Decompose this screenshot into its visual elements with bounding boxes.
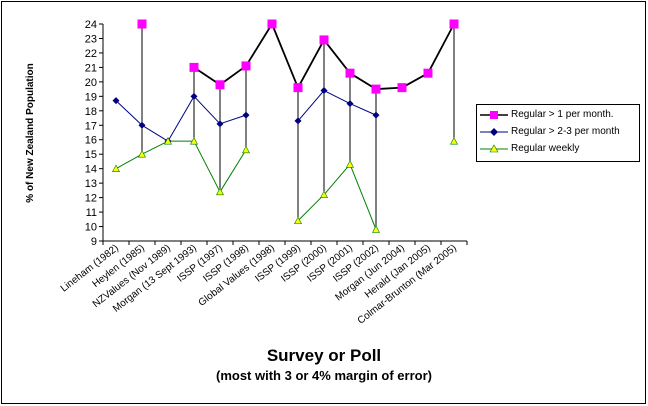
- series-2-segment: [167, 96, 195, 142]
- series-1-point: [241, 61, 251, 71]
- series-3-point: [293, 216, 303, 225]
- series-3-segment: [219, 149, 247, 193]
- series-2-segment: [323, 90, 351, 105]
- series-3-point: [163, 137, 173, 145]
- series-1-segment: [323, 39, 351, 74]
- series-2-point: [294, 117, 302, 125]
- legend: Regular > 1 per month. Regular > 2-3 per…: [476, 104, 640, 162]
- series-3-segment: [141, 140, 169, 155]
- series-3-segment: [349, 164, 377, 230]
- y-tick-label: 22: [85, 48, 97, 60]
- series-2-point: [346, 100, 354, 108]
- x-axis-subtitle: (most with 3 or 4% margin of error): [216, 368, 432, 383]
- series-2-segment: [297, 90, 325, 122]
- series-1-point: [371, 84, 381, 94]
- y-tick-label: 13: [85, 178, 97, 190]
- series-1-point: [345, 68, 355, 78]
- series-3-segment: [115, 153, 143, 170]
- series-1-point: [189, 62, 199, 72]
- y-tick-label: 9: [91, 236, 97, 248]
- series-2-segment: [219, 114, 247, 125]
- y-tick-label: 21: [85, 62, 97, 74]
- series-3-point: [449, 137, 459, 145]
- y-tick-label: 15: [85, 149, 97, 161]
- series-3-point: [215, 187, 225, 196]
- legend-label-1: Regular > 1 per month.: [511, 109, 614, 120]
- series-2-segment: [193, 95, 221, 125]
- series-1-segment: [427, 23, 455, 74]
- y-tick-label: 17: [85, 120, 97, 132]
- series-1-point: [423, 68, 433, 78]
- series-1-point: [319, 35, 329, 45]
- legend-item-1: Regular > 1 per month.: [477, 108, 637, 122]
- series-3-point: [241, 145, 251, 154]
- series-1-segment: [271, 23, 299, 88]
- legend-label-3: Regular weekly: [511, 143, 580, 154]
- series-3-segment: [297, 194, 325, 222]
- y-tick-label: 18: [85, 106, 97, 118]
- legend-item-2: Regular > 2-3 per month: [477, 125, 637, 139]
- y-axis-title: % of New Zealand Population: [25, 63, 36, 202]
- series-1-point: [137, 19, 147, 29]
- legend-swatch-square: [480, 111, 508, 119]
- series-3-segment: [323, 164, 351, 196]
- series-2-point: [320, 87, 328, 95]
- x-axis-title: Survey or Poll: [266, 346, 382, 365]
- y-tick-label: 16: [85, 135, 97, 147]
- series-3-point: [345, 160, 355, 168]
- series-2-point: [216, 120, 224, 128]
- series-1-point: [449, 19, 459, 29]
- y-tick-label: 24: [85, 19, 97, 31]
- series-2-segment: [349, 103, 377, 116]
- series-1-point: [267, 19, 277, 29]
- y-tick-label: 11: [86, 207, 97, 219]
- series-1-segment: [297, 39, 325, 89]
- series-2-segment: [141, 124, 169, 142]
- series-2-point: [372, 111, 380, 119]
- series-2-point: [190, 92, 198, 100]
- y-tick-label: 14: [85, 164, 97, 176]
- y-tick-label: 20: [85, 77, 97, 89]
- series-1-point: [215, 80, 225, 90]
- legend-swatch-diamond: [480, 128, 508, 136]
- legend-swatch-triangle: [480, 144, 508, 153]
- series-3-point: [111, 164, 121, 172]
- y-tick-label: 23: [85, 33, 97, 45]
- legend-item-3: Regular weekly: [477, 142, 637, 156]
- series-2-point: [112, 97, 120, 105]
- series-2-segment: [115, 100, 143, 126]
- series-1-point: [397, 83, 407, 93]
- series-3-point: [371, 225, 381, 233]
- series-1-point: [293, 83, 303, 93]
- series-3-point: [137, 150, 147, 158]
- series-3-segment: [193, 140, 221, 193]
- series-3-point: [189, 137, 199, 145]
- y-tick-label: 19: [85, 91, 97, 103]
- legend-label-2: Regular > 2-3 per month: [511, 126, 620, 137]
- series-2-point: [242, 111, 250, 119]
- y-tick-label: 10: [85, 222, 97, 234]
- series-2-point: [138, 121, 146, 129]
- series-1-segment: [245, 23, 273, 67]
- series-3-point: [319, 190, 329, 199]
- y-tick-label: 12: [85, 193, 97, 205]
